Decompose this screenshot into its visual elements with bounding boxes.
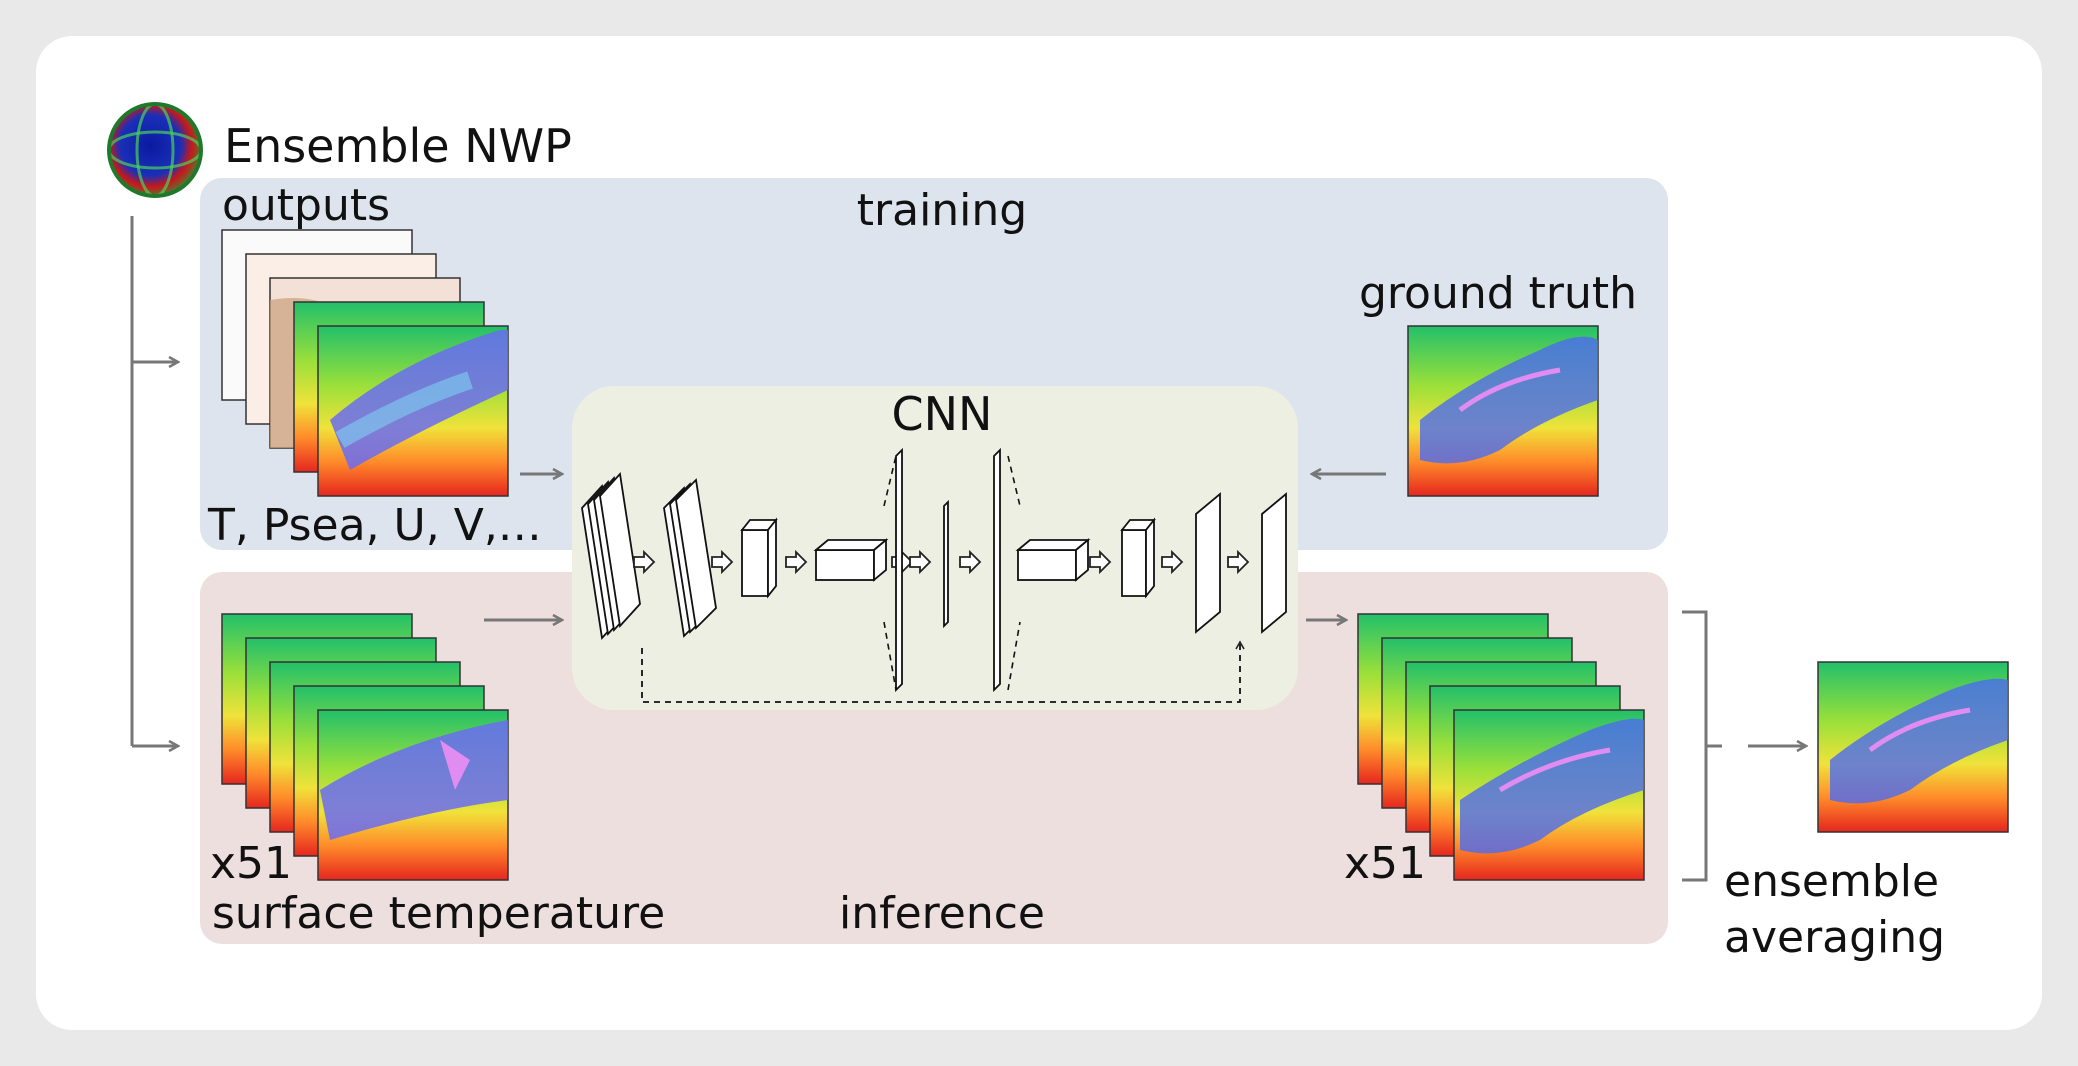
globe-icon xyxy=(107,102,203,198)
training-label: training xyxy=(857,185,1027,236)
inference-panel xyxy=(200,572,1668,944)
source-title: Ensemble NWP xyxy=(224,119,572,173)
skip-connection xyxy=(641,640,1245,703)
source-member-count: x51 xyxy=(210,838,292,889)
conv-block-3 xyxy=(740,517,778,599)
ensemble-averaging-label-1: ensemble xyxy=(1724,856,1939,907)
conv-block-5 xyxy=(1015,538,1091,582)
output-member-count: x51 xyxy=(1344,838,1426,889)
cnn-panel xyxy=(572,386,1298,710)
conv-block-2 xyxy=(663,478,717,638)
conv-block-4 xyxy=(813,538,889,582)
surface-temperature-label: surface temperature xyxy=(212,888,665,939)
ensemble-temperature-fields xyxy=(221,613,509,881)
cnn-label: CNN xyxy=(892,387,993,441)
outputs-label: outputs xyxy=(222,180,390,231)
ensemble-averaging-label-2: averaging xyxy=(1724,912,1945,963)
source-branch-arrows xyxy=(130,216,178,746)
conv-block-7 xyxy=(1195,492,1221,634)
conv-block-8 xyxy=(1261,492,1287,634)
inference-label: inference xyxy=(839,888,1045,939)
variables-label: T, Psea, U, V,… xyxy=(207,500,542,551)
conv-block-1 xyxy=(581,471,641,641)
ground-truth-label: ground truth xyxy=(1359,268,1637,319)
training-panel xyxy=(200,178,1668,550)
nwp-output-fields xyxy=(221,229,509,497)
averaged-output-field xyxy=(1817,661,2009,833)
bottleneck-layers xyxy=(895,447,1001,693)
conv-block-6 xyxy=(1120,517,1156,599)
cnn-layers xyxy=(581,447,1287,703)
ground-truth-field xyxy=(1407,325,1599,497)
cnn-output-fields xyxy=(1357,613,1645,881)
flow-arrows xyxy=(484,474,1806,882)
